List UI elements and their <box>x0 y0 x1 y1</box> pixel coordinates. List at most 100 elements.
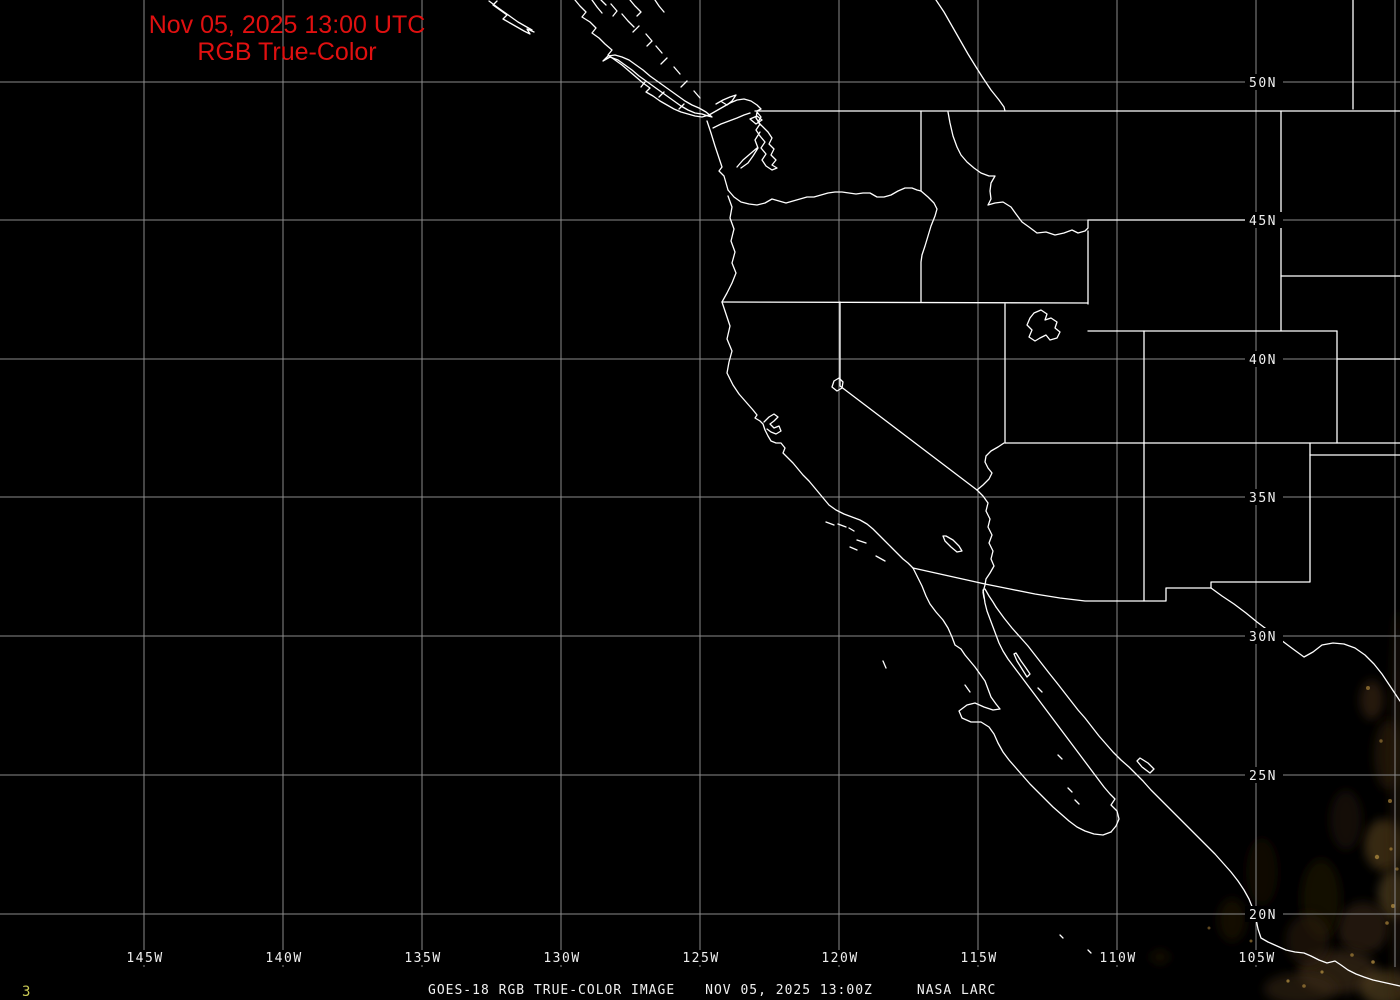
bc-islands-northwest <box>488 0 535 35</box>
ocean-cloud-specks <box>1059 934 1092 954</box>
latitude-label-mask <box>1245 489 1283 505</box>
longitude-label-mask <box>1096 950 1138 965</box>
glow-blob <box>1150 950 1170 964</box>
gridline-labels: 50N 45N 40N 35N 30N 25N 20N 145W 140W 135W 130W 125… <box>123 74 1283 966</box>
glow-speck <box>1371 960 1375 964</box>
glow-speck <box>1385 921 1389 925</box>
latitude-label: 45N <box>1249 214 1277 229</box>
nv-az-border <box>976 442 1005 491</box>
glow-blob <box>1218 898 1246 942</box>
longitude-label-mask <box>401 950 443 965</box>
glow-blob <box>1286 914 1330 966</box>
longitude-label: 135W <box>404 951 441 966</box>
strait-juan-de-fuca-shore <box>712 112 751 129</box>
lake-tahoe <box>831 377 844 392</box>
rio-grande <box>1210 587 1400 702</box>
bc-ab-divide <box>935 0 1006 112</box>
great-salt-lake <box>1026 309 1061 342</box>
ca-nv-border <box>839 301 978 491</box>
glow-speck <box>1391 904 1395 908</box>
latitude-label: 50N <box>1249 76 1277 91</box>
latitude-label-mask <box>1245 906 1283 922</box>
border-42n <box>721 301 1089 304</box>
longitude-label: 125W <box>682 951 719 966</box>
nm-tx-border <box>1210 442 1311 589</box>
dawn-terminator-glow <box>1150 610 1400 1000</box>
latitude-label-mask <box>1245 767 1283 783</box>
title-date-line: Nov 05, 2025 13:00 UTC <box>148 11 426 39</box>
wa-outer-coast <box>706 120 729 191</box>
channel-islands <box>825 521 971 693</box>
longitude-label: 130W <box>543 951 580 966</box>
longitude-label: 145W <box>126 951 163 966</box>
sf-bay <box>763 413 782 435</box>
coastlines-and-borders <box>488 0 1400 987</box>
glow-blob <box>1337 902 1389 954</box>
us-mexico-border <box>912 567 1212 602</box>
longitude-label-mask <box>262 950 304 965</box>
latitude-label-mask <box>1245 74 1283 90</box>
longitude-label: 115W <box>960 951 997 966</box>
title-product-line: RGB True-Color <box>197 38 377 66</box>
longitude-label-mask <box>818 950 860 965</box>
baja-gulf-coast <box>982 589 1120 833</box>
caption-product: GOES-18 RGB TRUE-COLOR IMAGE <box>428 983 676 998</box>
glow-speck <box>1302 984 1306 988</box>
bc-coast-fjords <box>574 0 762 118</box>
salton-sea <box>942 535 963 553</box>
latitude-label: 20N <box>1249 908 1277 923</box>
glow-speck <box>1366 686 1370 690</box>
longitude-label-mask <box>123 950 165 965</box>
glow-speck <box>1286 979 1290 983</box>
glow-blob <box>1360 680 1384 720</box>
glow-speck <box>1389 847 1393 851</box>
glow-speck <box>1374 854 1380 860</box>
longitude-label: 120W <box>821 951 858 966</box>
columbia-river-border <box>727 187 922 206</box>
id-mt-border <box>947 111 1089 236</box>
glow-speck <box>1388 799 1392 803</box>
latitude-label: 40N <box>1249 353 1277 368</box>
sonora-sinaloa-coast <box>995 606 1400 987</box>
glow-speck <box>1379 739 1383 743</box>
or-coast <box>721 195 737 303</box>
vancouver-island <box>602 54 737 118</box>
latitude-label: 35N <box>1249 491 1277 506</box>
latitude-label-mask <box>1245 351 1283 367</box>
longitude-label-mask <box>1235 950 1277 965</box>
glow-blob <box>1360 970 1400 1000</box>
glow-blob <box>1264 973 1336 1000</box>
snake-or-id-border <box>920 190 938 303</box>
latitude-label-mask <box>1245 628 1283 644</box>
longitude-label: 140W <box>265 951 302 966</box>
longitude-label-mask <box>957 950 999 965</box>
timestamp-title: Nov 05, 2025 13:00 UTC RGB True-Color <box>120 12 454 66</box>
latitude-label: 30N <box>1249 630 1277 645</box>
latlon-gridlines <box>0 0 1400 967</box>
frame-number: 3 <box>22 984 31 1000</box>
ca-coast <box>721 301 914 569</box>
longitude-label: 110W <box>1099 951 1136 966</box>
gulf-islands <box>1013 652 1155 805</box>
ca-az-colorado-river <box>976 489 995 599</box>
glow-blob <box>1330 790 1362 850</box>
caption-bar: GOES-18 RGB TRUE-COLOR IMAGE NOV 05, 202… <box>428 983 996 998</box>
latitude-label: 25N <box>1249 769 1277 784</box>
caption-datetime: NOV 05, 2025 13:00Z <box>705 983 873 998</box>
glow-speck <box>1207 926 1211 930</box>
puget-sound <box>736 111 778 171</box>
glow-speck <box>1350 953 1354 957</box>
longitude-label: 105W <box>1238 951 1275 966</box>
caption-credit: NASA LARC <box>916 983 997 998</box>
glow-speck <box>1395 867 1399 871</box>
longitude-label-mask <box>540 950 582 965</box>
glow-speck <box>1320 970 1324 974</box>
latitude-label-mask <box>1245 212 1283 228</box>
glow-blob <box>1246 838 1278 906</box>
glow-speck <box>1249 939 1253 943</box>
colorado-delta <box>984 588 997 608</box>
baja-pacific-coast <box>912 567 1112 836</box>
longitude-label-mask <box>679 950 721 965</box>
